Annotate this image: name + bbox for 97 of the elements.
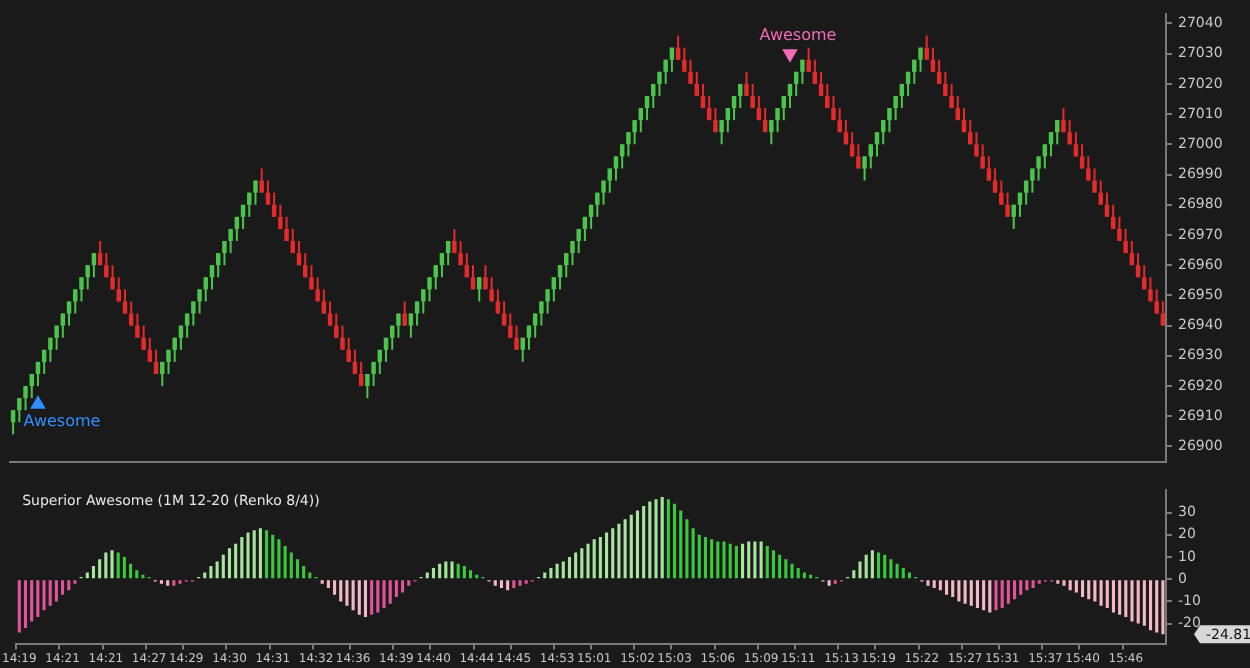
candlestick (632, 119, 637, 146)
candlestick (545, 288, 550, 315)
candlestick (601, 179, 606, 206)
candlestick (626, 131, 631, 158)
candlestick (1030, 167, 1035, 194)
annotation: Awesome (23, 412, 101, 431)
candlestick (713, 107, 718, 134)
candlestick (1036, 155, 1041, 182)
candlestick (1092, 167, 1097, 194)
candlestick (887, 107, 892, 134)
candlestick (663, 58, 668, 85)
candlestick (54, 324, 59, 351)
candlestick (85, 264, 90, 291)
candlestick (160, 360, 165, 388)
candlestick (744, 70, 749, 97)
candlestick (980, 143, 985, 170)
candlestick (334, 312, 339, 339)
candlestick (495, 288, 501, 315)
candlestick (1061, 107, 1066, 134)
candlestick (172, 336, 177, 363)
candlestick (66, 300, 72, 327)
candlestick (719, 119, 724, 146)
candlestick (48, 336, 53, 363)
candlestick (1148, 276, 1153, 303)
candlestick (452, 227, 457, 255)
candlestick (1117, 215, 1122, 243)
candlestick (949, 82, 954, 110)
candlestick (613, 155, 619, 182)
candlestick (427, 276, 432, 303)
candlestick (1005, 191, 1010, 218)
candlestick (433, 264, 438, 291)
candlestick (402, 300, 407, 327)
candlestick (912, 58, 917, 85)
candlestick (396, 312, 401, 339)
candlestick (999, 179, 1004, 206)
candlestick (421, 288, 426, 315)
annotation: Awesome (759, 25, 837, 44)
candlestick (825, 82, 830, 110)
candlestick (775, 107, 780, 134)
candlestick (657, 70, 662, 97)
candlestick (79, 276, 84, 303)
candlestick (458, 240, 463, 267)
candlestick (738, 82, 743, 110)
candlestick (489, 276, 494, 303)
candlestick (122, 288, 128, 315)
candlestick (595, 191, 600, 218)
candlestick (856, 143, 861, 170)
candlestick (259, 167, 264, 194)
candlestick (197, 288, 202, 315)
candlestick (682, 46, 687, 73)
candlestick (166, 348, 171, 375)
candlestick (23, 385, 28, 412)
candlestick (1123, 227, 1128, 255)
candlestick (539, 300, 544, 327)
candlestick (321, 288, 327, 315)
candlestick (893, 94, 898, 122)
candlestick (862, 155, 867, 182)
candlestick (141, 324, 146, 351)
candlestick (918, 46, 923, 73)
candlestick (253, 179, 258, 206)
candlestick (104, 252, 109, 279)
candlestick (1154, 288, 1159, 315)
candlestick (924, 34, 929, 61)
candlestick (228, 227, 233, 255)
candlestick (315, 276, 320, 303)
candlestick (1067, 119, 1072, 146)
candlestick (191, 300, 196, 327)
candlestick (247, 191, 252, 218)
candlestick (800, 58, 805, 85)
candlestick (222, 240, 227, 267)
candlestick (943, 70, 948, 97)
candlestick (1079, 143, 1085, 170)
candlestick (688, 58, 693, 85)
candlestick (837, 107, 842, 134)
candlestick (508, 312, 513, 339)
candlestick (1011, 203, 1016, 230)
candlestick (974, 131, 979, 158)
candlestick (340, 324, 345, 351)
candlestick (278, 203, 283, 230)
candlestick (769, 119, 774, 146)
candlestick (110, 264, 115, 291)
candlestick (284, 215, 289, 243)
candlestick (1086, 155, 1091, 182)
candlestick (831, 94, 836, 122)
candlestick (483, 264, 488, 291)
candlestick (309, 264, 314, 291)
candlestick (414, 300, 420, 327)
candlestick (576, 227, 581, 255)
candlestick (17, 397, 22, 424)
candlestick (365, 372, 370, 400)
candlestick (135, 312, 140, 339)
candlestick (514, 324, 519, 351)
candlestick (570, 240, 575, 267)
candlestick (806, 46, 811, 73)
candlestick (371, 360, 376, 388)
candlestick (346, 336, 351, 363)
candlestick (750, 82, 755, 110)
